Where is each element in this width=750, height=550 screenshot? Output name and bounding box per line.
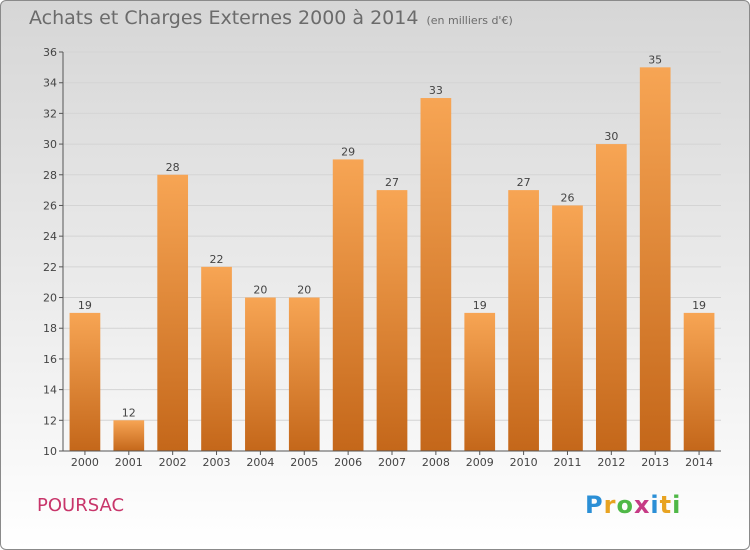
x-tick-label: 2000 [71,456,99,469]
data-label: 19 [692,299,706,312]
x-tick-label: 2007 [378,456,406,469]
data-label: 20 [253,284,267,297]
y-tick-label: 26 [43,199,57,212]
data-label: 30 [604,130,618,143]
y-tick-label: 20 [43,292,57,305]
x-tick-label: 2004 [246,456,274,469]
x-tick-label: 2001 [115,456,143,469]
x-tick-label: 2013 [641,456,669,469]
y-tick-label: 18 [43,322,57,335]
bar [113,420,145,451]
bar [376,190,408,451]
data-label: 29 [341,145,355,158]
x-tick-label: 2014 [685,456,713,469]
logo-letter: i [650,491,660,519]
logo-letter: r [603,491,617,519]
bar [464,312,496,451]
x-tick-label: 2002 [159,456,187,469]
y-tick-label: 22 [43,261,57,274]
bar [639,67,671,451]
x-tick-label: 2006 [334,456,362,469]
y-tick-label: 24 [43,230,57,243]
logo-letter: P [585,491,604,519]
data-label: 22 [210,253,224,266]
data-label: 27 [385,176,399,189]
x-tick-label: 2012 [597,456,625,469]
y-tick-label: 12 [43,414,57,427]
x-tick-label: 2005 [290,456,318,469]
logo-letter: i [672,491,682,519]
data-label: 28 [166,161,180,174]
bar [420,98,452,452]
y-tick-label: 34 [43,77,57,90]
data-label: 27 [517,176,531,189]
bar [332,159,364,451]
bar [595,144,627,452]
bar [157,174,189,451]
logo-letter: x [633,491,651,519]
x-tick-label: 2010 [510,456,538,469]
logo-letter: t [659,491,673,519]
data-label: 20 [297,284,311,297]
bar [508,190,539,451]
proxiti-logo: Proxiti [585,491,681,519]
x-tick-label: 2009 [466,456,494,469]
data-label: 19 [78,299,92,312]
x-tick-label: 2008 [422,456,450,469]
bar [683,312,715,451]
y-tick-label: 32 [43,107,57,120]
y-tick-label: 16 [43,353,57,366]
chart-title: Achats et Charges Externes 2000 à 2014 (e… [29,7,513,29]
data-label: 33 [429,84,443,97]
x-tick-label: 2011 [553,456,581,469]
y-tick-label: 36 [43,46,57,59]
title-unit: (en milliers d'€) [426,14,513,27]
bar [245,297,276,451]
y-tick-label: 30 [43,138,57,151]
bar [288,297,320,451]
bar [69,312,101,451]
bar [552,205,583,451]
y-tick-label: 28 [43,169,57,182]
data-label: 19 [473,299,487,312]
bar [201,266,232,451]
y-tick-label: 10 [43,445,57,458]
logo-letter: o [616,491,634,519]
y-tick-label: 14 [43,384,57,397]
data-label: 12 [122,406,136,419]
title-text: Achats et Charges Externes 2000 à 2014 [29,7,419,29]
data-label: 26 [560,191,574,204]
commune-name: POURSAC [37,495,125,516]
data-label: 35 [648,53,662,66]
x-tick-label: 2003 [203,456,231,469]
